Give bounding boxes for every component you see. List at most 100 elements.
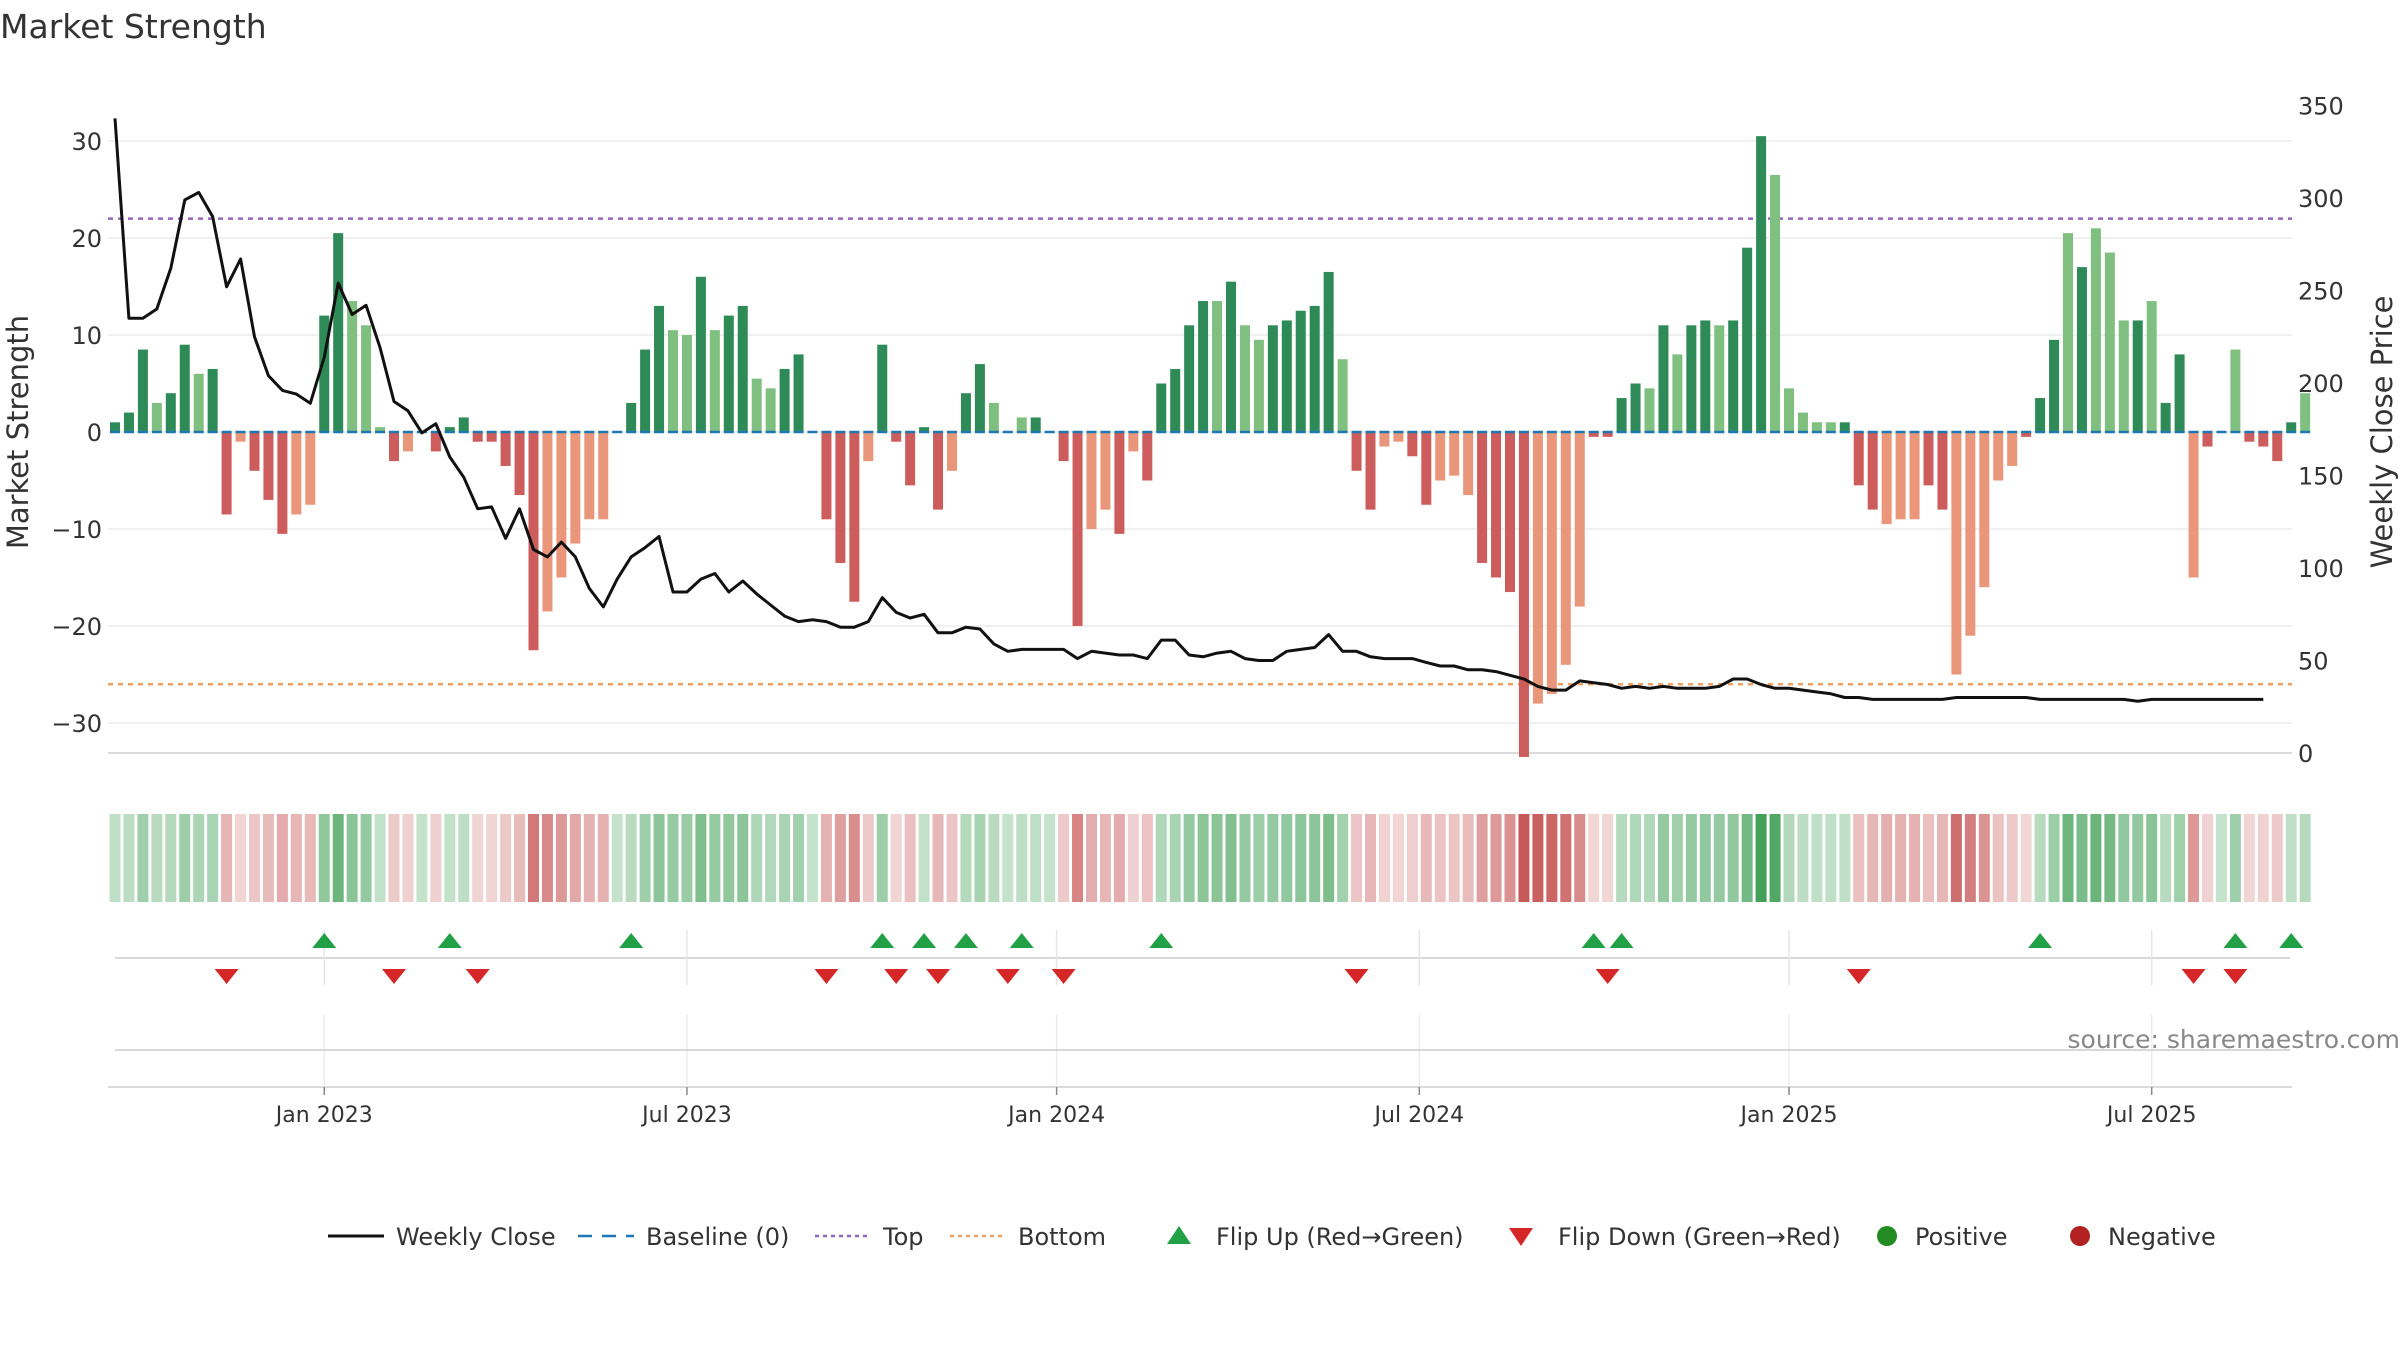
strength-bar [1393, 432, 1404, 442]
heat-cell [1504, 814, 1516, 902]
heat-cell [1741, 814, 1753, 902]
legend-swatch-circle [2070, 1226, 2090, 1246]
strength-bar [1058, 432, 1069, 462]
chart-title: Market Strength [0, 7, 267, 46]
heat-cell [1950, 814, 1962, 902]
strength-bar [375, 427, 386, 432]
heat-cell [1671, 814, 1683, 902]
strength-bar [960, 393, 971, 432]
heat-cell [793, 814, 805, 902]
heat-cell [820, 814, 832, 902]
flip-up-marker [953, 933, 978, 948]
heat-cell [2090, 814, 2102, 902]
heat-cell [737, 814, 749, 902]
strength-bar [1993, 432, 2004, 481]
strength-bar [2035, 398, 2046, 432]
left-y-tick-label: −30 [51, 710, 102, 738]
left-y-tick-label: 30 [71, 128, 102, 156]
strength-bar [291, 432, 302, 515]
heat-cell [360, 814, 372, 902]
legend-label: Bottom [1018, 1223, 1106, 1251]
flip-down-marker [995, 969, 1020, 984]
strength-bar [988, 402, 999, 432]
strength-bar [779, 368, 790, 432]
strength-bar [933, 432, 944, 510]
heat-cell [1518, 814, 1530, 902]
strength-bar [695, 276, 706, 432]
strength-bar [2244, 432, 2255, 442]
strength-bar [1825, 422, 1836, 432]
heat-cell [1211, 814, 1223, 902]
strength-bar [1142, 432, 1153, 481]
heat-cell [1044, 814, 1056, 902]
strength-bar [2286, 422, 2297, 432]
strength-bar [1965, 432, 1976, 636]
heat-cell [1978, 814, 1990, 902]
legend-swatch-flip-down [1509, 1228, 1533, 1246]
heat-cell [765, 814, 777, 902]
strength-bar [737, 305, 748, 432]
legend-label: Negative [2108, 1223, 2216, 1251]
heat-cell [1839, 814, 1851, 902]
heat-cell [1113, 814, 1125, 902]
heat-cell [2118, 814, 2130, 902]
strength-bar [2021, 432, 2032, 437]
strength-bar [1281, 320, 1292, 432]
heat-cell [946, 814, 958, 902]
strength-bar [863, 432, 874, 462]
strength-bar [444, 427, 455, 432]
left-y-tick-label: −10 [51, 516, 102, 544]
heat-cell [807, 814, 818, 902]
flip-down-marker [214, 969, 239, 984]
heat-cell [137, 814, 149, 902]
heat-cell [1881, 814, 1893, 902]
flip-up-marker [912, 933, 937, 948]
strength-bar [2146, 301, 2157, 432]
heat-cell [1323, 814, 1335, 902]
strength-bar [1742, 247, 1753, 432]
flip-up-marker [2279, 933, 2304, 948]
strength-bar [1114, 432, 1125, 534]
heat-cell [1574, 814, 1586, 902]
heat-cell [834, 814, 846, 902]
strength-bar [1784, 388, 1794, 432]
heat-cell [304, 814, 316, 902]
strength-bar [1616, 398, 1627, 432]
heat-cell [1002, 814, 1014, 902]
heat-cell [416, 814, 428, 902]
heat-cell [472, 814, 484, 902]
heat-cell [1699, 814, 1711, 902]
heat-cell [1337, 814, 1349, 902]
strength-bar [193, 373, 204, 432]
strength-bar [919, 427, 930, 432]
strength-bar [751, 378, 762, 432]
strength-bar [1184, 325, 1195, 432]
heat-cell [1616, 814, 1628, 902]
strength-bar [2258, 432, 2269, 447]
strength-bar [1295, 310, 1306, 432]
heat-cell [639, 814, 651, 902]
strength-bar [598, 432, 609, 520]
heat-cell [2160, 814, 2172, 902]
strength-bar [1839, 422, 1850, 432]
left-y-tick-label: 20 [71, 225, 102, 253]
heat-cell [500, 814, 512, 902]
strength-bar [1212, 301, 1223, 432]
right-y-tick-label: 300 [2298, 185, 2344, 213]
strength-bar [1979, 432, 1990, 588]
heat-cell [1365, 814, 1376, 902]
heat-cell [276, 814, 288, 902]
strength-bar [1756, 136, 1767, 432]
strength-bar [2272, 432, 2283, 462]
heat-cell [1853, 814, 1865, 902]
heat-cell [1267, 814, 1279, 902]
strength-bar [1923, 432, 1934, 486]
right-y-tick-label: 50 [2298, 648, 2329, 676]
heat-cell [165, 814, 177, 902]
strength-bar [2007, 432, 2018, 466]
strength-bar [1198, 301, 1209, 432]
strength-bar [542, 432, 553, 612]
strength-bar [123, 412, 134, 432]
heat-cell [1462, 814, 1474, 902]
heat-cell [1351, 814, 1363, 902]
